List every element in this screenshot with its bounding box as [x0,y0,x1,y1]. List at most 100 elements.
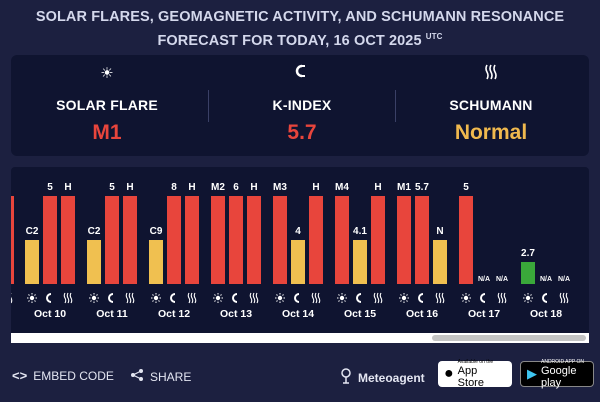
magnet-icon [480,293,486,303]
chart-bar-label: M1 [397,182,411,193]
sun-icon-ray [524,300,526,302]
magnet-icon [418,293,424,303]
title-line-2: FORECAST FOR TODAY, 16 OCT 2025 UTC [0,27,600,51]
sun-icon-ray [338,294,340,296]
sun-icon [401,295,407,301]
chart-bar [211,196,225,284]
meteoagent-logo-icon [340,368,352,387]
waves-icon [559,292,569,304]
sun-icon [277,295,283,301]
sun-icon-ray [530,300,532,302]
waves-icon [11,293,13,304]
magnet-icon [108,293,114,303]
summary-k-index: K-INDEX 5.7 [206,55,398,156]
app-store-badge[interactable]: ● Available on the App Store [438,359,512,389]
magnet-icon [206,64,398,82]
share-button[interactable]: SHARE [130,368,191,385]
sun-icon-ray [96,300,98,302]
sun-icon [463,295,469,301]
sun-icon [91,295,97,301]
chart-date-label: Oct 17 [468,308,500,320]
sun-icon-ray [462,300,464,302]
chart-bar-label: C2 [88,226,101,237]
title-date: FORECAST FOR TODAY, 16 OCT 2025 [157,33,422,49]
sun-icon-ray [34,294,36,296]
sun-icon [29,295,35,301]
chart-bar-label: 5 [109,182,115,193]
google-play-text: ANDROID APP ON Google play [541,359,587,389]
sun-icon-ray [468,294,470,296]
sun-icon-ray [34,300,36,302]
chart-scrollbar[interactable] [11,333,589,343]
summary-solar-flare: ☀ SOLAR FLARE M1 [11,55,203,156]
sun-icon [339,295,345,301]
waves-icon [187,292,197,304]
chart-bar [123,196,137,284]
sun-icon-ray [220,294,222,296]
sun-icon [153,295,159,301]
solar-flare-value: M1 [92,121,122,144]
chart-bar-label: H [312,182,319,193]
chart-bar-label: 6 [233,182,239,193]
waves-icon [497,292,507,304]
sun-icon-ray [220,300,222,302]
chart-bar [61,196,75,284]
chart-bar-label: 2.7 [521,248,535,259]
schumann-label: SCHUMANN [449,97,533,113]
chart-bar-label: N [436,226,443,237]
magnet-icon [542,293,548,303]
sun-icon-ray [530,294,532,296]
magnet-icon [356,293,362,303]
forecast-chart[interactable]: C2 5 H Oct 10 C2 5 H Oct 11 C9 8 H Oct 12 M2 6 H Oct 13… [11,167,589,343]
magnet-icon [46,293,52,303]
chart-bar [433,240,447,284]
chart-date-label: Oct 15 [344,308,376,320]
share-icon [130,368,144,385]
sun-icon-ray [276,300,278,302]
sun-icon-ray [524,294,526,296]
embed-code-button[interactable]: <> EMBED CODE [12,368,114,383]
magnet-icon [232,293,238,303]
chart-bar [185,196,199,284]
solar-flare-label: SOLAR FLARE [56,97,158,113]
google-play-small: ANDROID APP ON [541,359,584,365]
chart-bar-partial [11,196,14,284]
chart-bar-label: 5 [463,182,469,193]
embed-code-label: EMBED CODE [33,368,114,383]
chart-bar-label: 5.7 [415,182,429,193]
sun-icon-ray [214,294,216,296]
sun-icon-ray [344,294,346,296]
chart-bar-label: H [64,182,71,193]
chart-date-label: Oct 10 [34,308,66,320]
google-play-icon: ▶ [527,366,537,381]
chart-bar-label: M2 [211,182,225,193]
chart-bar-label: H [188,182,195,193]
waves-icon [435,292,445,304]
chart-bar [415,196,429,284]
meteoagent-link[interactable]: Meteoagent [340,368,425,387]
waves-icon [125,292,135,304]
sun-icon-ray [406,294,408,296]
sun-icon [215,295,221,301]
app-store-text: Available on the App Store [458,359,506,389]
google-play-badge[interactable]: ▶ ANDROID APP ON Google play [520,359,594,389]
timezone-label: UTC [425,32,443,41]
sun-icon [525,295,531,301]
sun-icon-ray [282,300,284,302]
share-label: SHARE [150,369,192,384]
chart-bar-label: 5 [47,182,53,193]
chart-bar-label: N/A [496,276,508,283]
chart-bar [371,196,385,284]
waves-icon [63,292,73,304]
sun-icon-ray [282,294,284,296]
sun-icon-ray [400,294,402,296]
sun-icon-ray [468,300,470,302]
sun-icon-ray [276,294,278,296]
scrollbar-thumb[interactable] [432,335,586,341]
magnet-icon [294,293,300,303]
chart-bar-label: C9 [150,226,163,237]
chart-bar [105,196,119,284]
title-line-1: SOLAR FLARES, GEOMAGNETIC ACTIVITY, AND … [35,9,565,25]
chart-bar-label: H [250,182,257,193]
app-store-big: App Store [457,365,484,389]
